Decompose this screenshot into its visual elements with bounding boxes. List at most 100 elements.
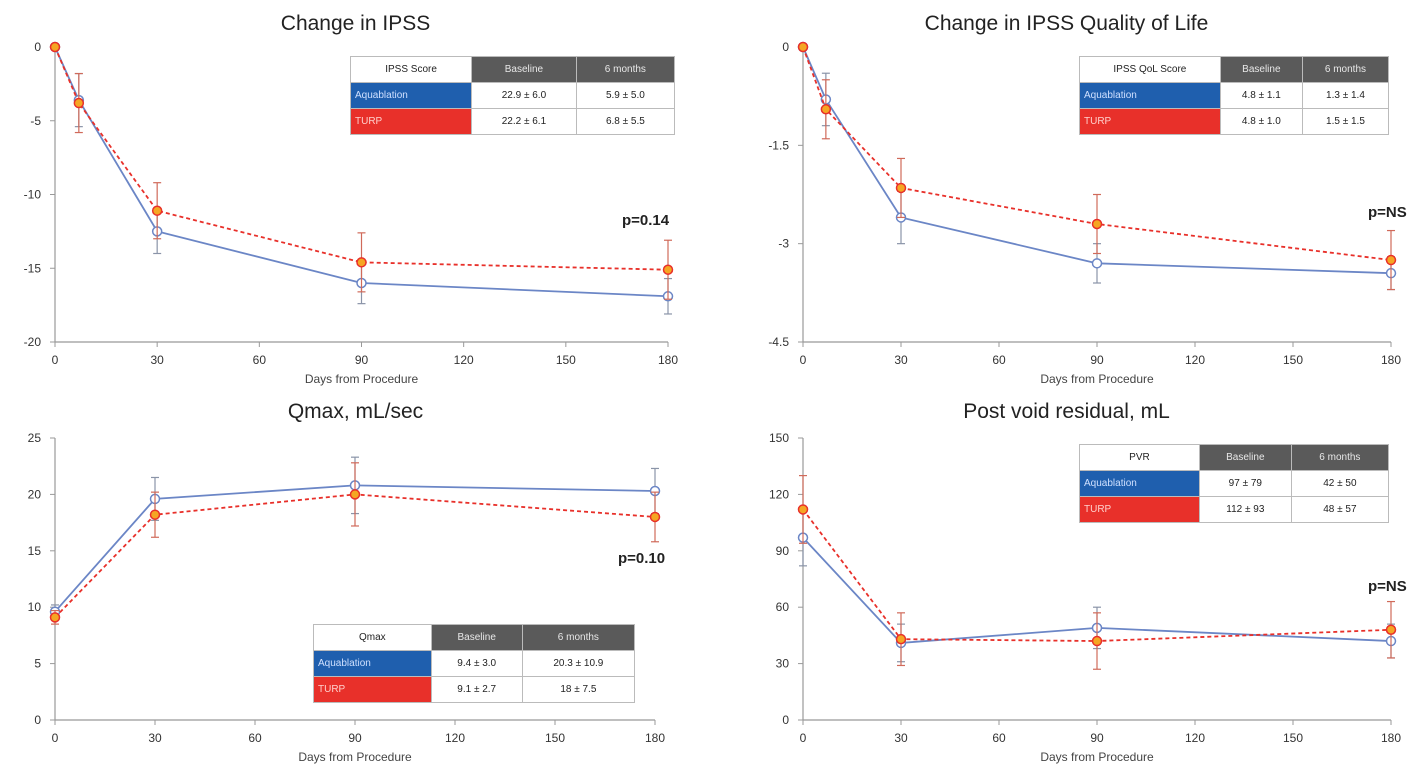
row-label-turp: TURP — [1079, 108, 1221, 135]
table-header: 6 months — [521, 624, 636, 651]
x-tick-label: 60 — [253, 353, 267, 367]
y-tick-label: 120 — [769, 487, 789, 501]
table-cell: 5.9 ± 5.0 — [575, 82, 676, 109]
x-tick-label: 120 — [454, 353, 474, 367]
x-tick-label: 0 — [52, 353, 59, 367]
y-tick-label: -5 — [30, 114, 41, 128]
p-value: p=NS — [1368, 204, 1407, 221]
row-label-aquablation: Aquablation — [1079, 82, 1221, 109]
table-cell: 4.8 ± 1.0 — [1219, 108, 1303, 135]
y-tick-label: 30 — [776, 657, 790, 671]
y-tick-label: -10 — [24, 188, 42, 202]
chart-panel-ipss: Change in IPSS 0 -5 -10 -15 -20 0 30 60 90 120 150… — [0, 0, 711, 387]
x-tick-label: 150 — [1283, 731, 1303, 745]
row-label-turp: TURP — [349, 108, 473, 135]
x-tick-label: 0 — [800, 353, 807, 367]
table-cell: 18 ± 7.5 — [521, 676, 636, 703]
chart-svg: 0 30 60 90 120 150 0 30 60 90 120 150 180 Days from P… — [769, 431, 1401, 764]
data-point-aquablation — [1091, 258, 1103, 269]
x-axis-label: Days from Procedure — [298, 750, 412, 764]
table-header: Baseline — [1198, 444, 1292, 471]
data-point-turp — [895, 182, 907, 194]
x-tick-label: 90 — [348, 731, 362, 745]
data-point-turp — [149, 509, 161, 520]
y-tick-label: -20 — [24, 335, 42, 349]
y-tick-label: 60 — [776, 600, 790, 614]
table-header: 6 months — [1290, 444, 1390, 471]
series-line-turp — [54, 46, 669, 271]
x-tick-label: 30 — [150, 353, 164, 367]
table-header: Baseline — [1219, 56, 1303, 83]
x-tick-label: 180 — [645, 731, 665, 745]
data-point-turp — [649, 511, 661, 523]
x-tick-label: 0 — [52, 731, 59, 745]
x-tick-label: 60 — [992, 731, 1006, 745]
p-value: p=0.14 — [622, 212, 670, 229]
table-cell: 9.4 ± 3.0 — [430, 650, 523, 677]
chart-svg: 0 5 10 15 20 25 0 30 60 90 120 150 180 Days from Proc… — [28, 431, 666, 764]
data-point-turp — [820, 104, 832, 115]
summary-table: IPSS Score Baseline 6 months Aquablation… — [349, 56, 676, 135]
series-line-aquablation — [54, 484, 656, 613]
table-cell: 48 ± 57 — [1290, 496, 1390, 523]
y-tick-label: -1.5 — [768, 138, 789, 152]
table-cell: 42 ± 50 — [1290, 470, 1390, 497]
table-header: 6 months — [1301, 56, 1390, 83]
x-tick-label: 90 — [1090, 353, 1104, 367]
data-point-turp — [662, 264, 674, 275]
data-point-turp — [1091, 218, 1103, 230]
data-point-turp — [797, 41, 809, 53]
x-tick-label: 90 — [355, 353, 369, 367]
y-tick-label: -3 — [778, 237, 789, 251]
x-tick-label: 150 — [545, 731, 565, 745]
chart-title: Qmax, mL/sec — [287, 400, 424, 423]
x-tick-label: 60 — [248, 731, 262, 745]
table-cell: 97 ± 79 — [1198, 470, 1292, 497]
table-header: PVR — [1079, 444, 1200, 471]
data-point-turp — [356, 257, 367, 268]
x-tick-label: 180 — [1381, 353, 1401, 367]
p-value: p=0.10 — [618, 550, 666, 567]
x-tick-label: 90 — [1090, 731, 1104, 745]
y-tick-label: 0 — [782, 713, 789, 727]
series-line-turp — [802, 508, 1392, 642]
table-cell: 9.1 ± 2.7 — [430, 676, 523, 703]
x-tick-label: 0 — [800, 731, 807, 745]
table-header: IPSS QoL Score — [1079, 56, 1221, 83]
summary-table: Qmax Baseline 6 months Aquablation 9.4 ±… — [313, 624, 636, 703]
data-point-turp — [349, 489, 361, 500]
x-tick-label: 60 — [992, 353, 1006, 367]
summary-table: PVR Baseline 6 months Aquablation 97 ± 7… — [1079, 444, 1390, 523]
chart-title: Change in IPSS — [280, 12, 431, 35]
table-cell: 22.9 ± 6.0 — [471, 82, 577, 109]
table-cell: 112 ± 93 — [1198, 496, 1292, 523]
chart-panel-pvr: Post void residual, mL 0 30 60 90 120 150 0 30 6… — [711, 388, 1422, 775]
table-header: Baseline — [430, 624, 523, 651]
chart-svg: 0 -5 -10 -15 -20 0 30 60 90 120 150 180 Days from Pr… — [24, 40, 679, 386]
table-cell: 1.5 ± 1.5 — [1301, 108, 1390, 135]
chart-panel-qmax: Qmax, mL/sec 0 5 10 15 20 25 0 30 60 90 120 150 180 D… — [0, 388, 711, 775]
data-point-turp — [797, 504, 809, 515]
row-label-aquablation: Aquablation — [349, 82, 473, 109]
x-axis-label: Days from Procedure — [1040, 372, 1154, 386]
data-point-turp — [1091, 635, 1103, 647]
x-tick-label: 150 — [556, 353, 576, 367]
x-tick-label: 30 — [894, 731, 908, 745]
y-tick-label: 10 — [28, 600, 42, 614]
y-tick-label: -15 — [24, 261, 42, 275]
x-axis-label: Days from Procedure — [305, 372, 419, 386]
table-cell: 4.8 ± 1.1 — [1219, 82, 1303, 109]
x-tick-label: 120 — [445, 731, 465, 745]
data-point-turp — [49, 41, 61, 53]
table-cell: 6.8 ± 5.5 — [575, 108, 676, 135]
row-label-aquablation: Aquablation — [313, 650, 432, 677]
data-point-turp — [151, 205, 163, 216]
y-tick-label: 20 — [28, 487, 42, 501]
x-axis-label: Days from Procedure — [1040, 750, 1154, 764]
x-tick-label: 150 — [1283, 353, 1303, 367]
chart-title: Change in IPSS Quality of Life — [924, 12, 1209, 35]
y-tick-label: -4.5 — [768, 335, 789, 349]
y-tick-label: 15 — [28, 544, 42, 558]
row-label-aquablation: Aquablation — [1079, 470, 1200, 497]
table-cell: 22.2 ± 6.1 — [471, 108, 577, 135]
